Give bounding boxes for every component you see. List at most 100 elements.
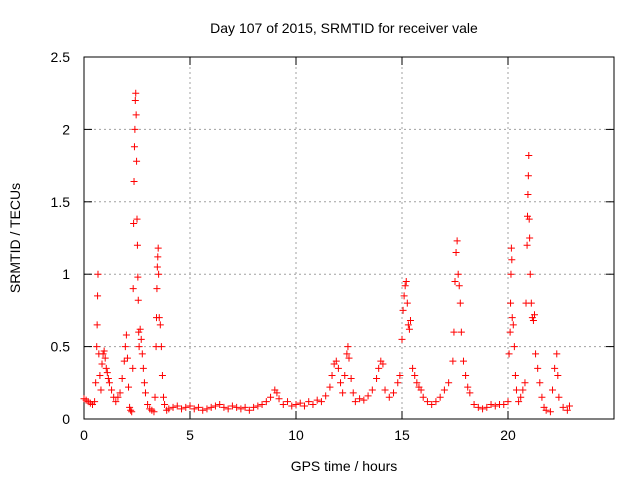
chart-title: Day 107 of 2015, SRMTID for receiver val… bbox=[210, 20, 478, 36]
data-point bbox=[549, 386, 557, 394]
data-point bbox=[474, 403, 482, 411]
data-point bbox=[457, 328, 465, 336]
data-point bbox=[129, 364, 137, 372]
data-point bbox=[500, 401, 508, 409]
data-point bbox=[554, 372, 562, 380]
data-point bbox=[130, 178, 138, 186]
data-point bbox=[156, 321, 164, 329]
data-point bbox=[161, 401, 169, 409]
data-point bbox=[524, 191, 532, 199]
data-point bbox=[186, 402, 194, 410]
data-point bbox=[123, 354, 131, 362]
data-point bbox=[133, 241, 141, 249]
data-point bbox=[452, 248, 460, 256]
data-point bbox=[151, 393, 159, 401]
data-point bbox=[296, 399, 304, 407]
data-point bbox=[403, 299, 411, 307]
data-point bbox=[309, 401, 317, 409]
data-point bbox=[155, 314, 163, 322]
data-point bbox=[334, 364, 342, 372]
data-point bbox=[108, 386, 116, 394]
data-point bbox=[373, 374, 381, 382]
data-point bbox=[449, 357, 457, 365]
data-point bbox=[436, 393, 444, 401]
data-point bbox=[160, 393, 167, 401]
data-point bbox=[155, 270, 163, 278]
data-point bbox=[154, 244, 162, 252]
data-point bbox=[305, 398, 313, 406]
data-point bbox=[409, 364, 417, 372]
data-point bbox=[262, 398, 270, 406]
data-point bbox=[454, 270, 462, 278]
data-point bbox=[326, 383, 334, 391]
data-point bbox=[94, 270, 102, 278]
data-point bbox=[121, 343, 129, 351]
data-point bbox=[98, 360, 106, 368]
data-point bbox=[182, 403, 190, 411]
data-point bbox=[288, 402, 296, 410]
data-point bbox=[105, 379, 113, 387]
data-point bbox=[464, 383, 472, 391]
data-point bbox=[103, 369, 111, 377]
data-point bbox=[169, 403, 177, 411]
data-point bbox=[341, 372, 349, 380]
data-point bbox=[267, 393, 275, 401]
data-point bbox=[515, 398, 523, 406]
x-tick-label: 5 bbox=[186, 427, 194, 443]
data-point bbox=[211, 402, 219, 410]
data-point bbox=[349, 389, 357, 397]
data-point bbox=[344, 343, 352, 351]
x-tick-label: 0 bbox=[80, 427, 88, 443]
data-point bbox=[97, 386, 105, 394]
grid-lines bbox=[84, 57, 614, 419]
data-point bbox=[507, 270, 515, 278]
data-point bbox=[194, 403, 202, 411]
data-point bbox=[390, 389, 398, 397]
data-point bbox=[445, 379, 453, 387]
data-point bbox=[116, 389, 124, 397]
y-axis-title: SRMTID / TECUs bbox=[7, 183, 23, 293]
data-point bbox=[245, 406, 253, 414]
data-point bbox=[456, 299, 464, 307]
x-tick-label: 15 bbox=[394, 427, 410, 443]
data-point bbox=[440, 386, 448, 394]
data-point bbox=[313, 396, 321, 404]
data-point bbox=[451, 277, 459, 285]
data-point bbox=[508, 314, 516, 322]
data-point bbox=[140, 379, 148, 387]
data-point bbox=[524, 172, 532, 180]
data-point bbox=[317, 398, 325, 406]
data-point bbox=[101, 354, 109, 362]
data-point bbox=[559, 403, 567, 411]
data-point bbox=[96, 372, 104, 380]
x-tick-label: 10 bbox=[288, 427, 304, 443]
data-point bbox=[356, 395, 364, 403]
data-point bbox=[504, 398, 512, 406]
data-point bbox=[118, 374, 126, 382]
data-point bbox=[273, 389, 281, 397]
data-point bbox=[405, 325, 413, 333]
data-point bbox=[450, 328, 458, 336]
data-point bbox=[396, 372, 404, 380]
data-point bbox=[207, 403, 215, 411]
data-point bbox=[275, 395, 283, 403]
data-point bbox=[368, 386, 376, 394]
data-point bbox=[190, 405, 198, 413]
data-point bbox=[505, 350, 513, 358]
y-tick-label: 1 bbox=[62, 266, 70, 282]
data-point bbox=[130, 220, 138, 228]
data-point bbox=[455, 282, 463, 290]
data-point bbox=[144, 401, 152, 409]
data-points bbox=[80, 89, 573, 416]
data-point bbox=[132, 111, 140, 119]
data-point bbox=[519, 386, 527, 394]
data-point bbox=[153, 263, 161, 271]
data-point bbox=[93, 343, 101, 351]
data-point bbox=[254, 402, 262, 410]
data-point bbox=[165, 405, 173, 413]
data-point bbox=[404, 321, 412, 329]
data-point bbox=[137, 335, 145, 343]
data-point bbox=[399, 306, 407, 314]
data-point bbox=[394, 379, 402, 387]
data-point bbox=[555, 393, 563, 401]
